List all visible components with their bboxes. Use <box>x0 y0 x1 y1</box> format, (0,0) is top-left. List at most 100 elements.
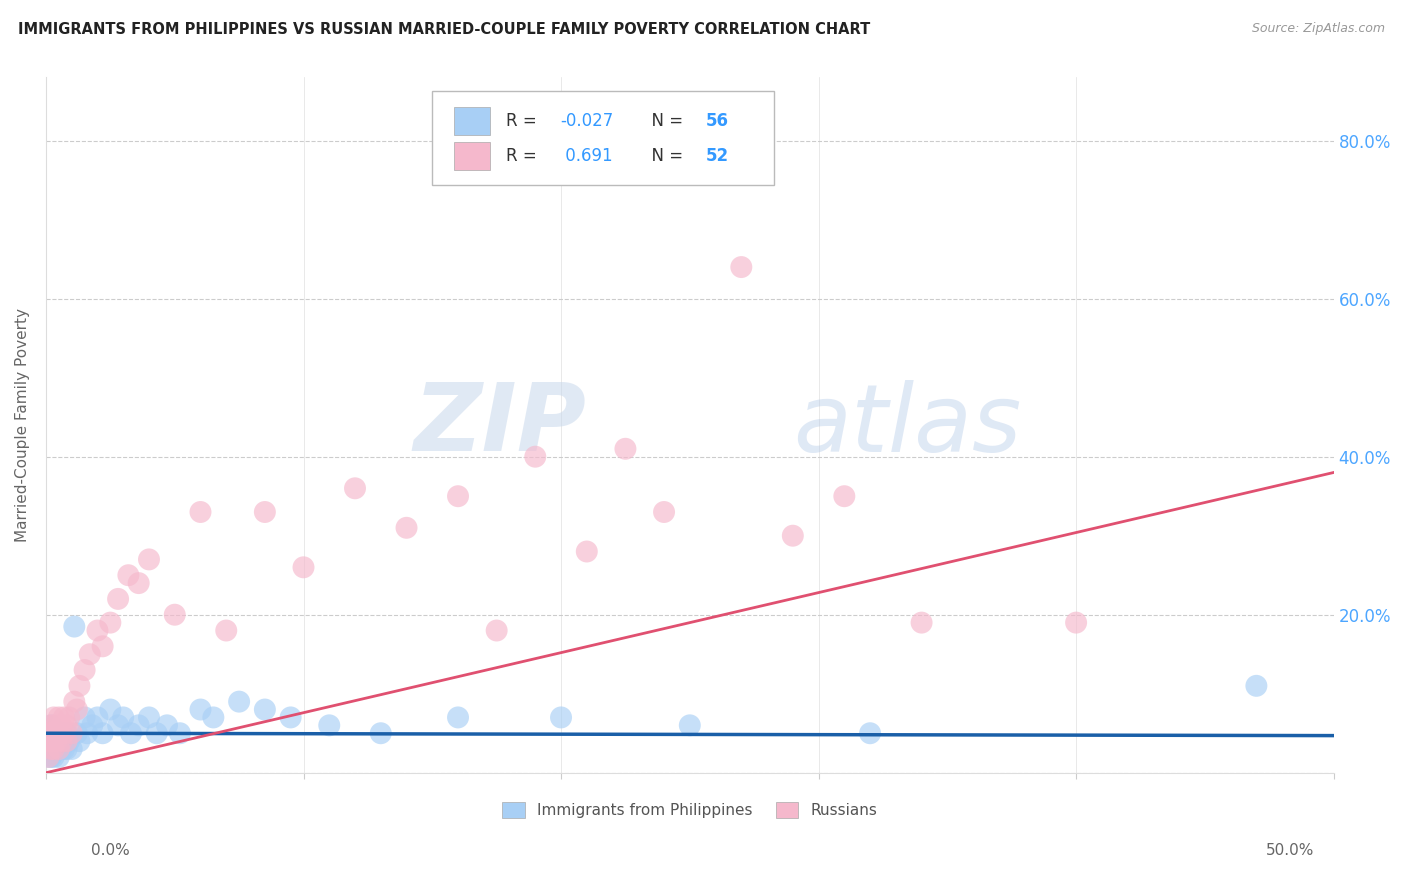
Point <box>550 710 572 724</box>
Point <box>447 710 470 724</box>
Point <box>38 750 60 764</box>
Text: atlas: atlas <box>793 380 1021 471</box>
Point <box>42 726 65 740</box>
Point <box>39 718 62 732</box>
Point <box>53 742 76 756</box>
Point <box>91 726 114 740</box>
Point <box>39 734 62 748</box>
Point <box>163 607 186 622</box>
Point <box>38 726 60 740</box>
Point <box>38 742 60 756</box>
Point <box>45 734 67 748</box>
Point <box>138 710 160 724</box>
Point <box>42 742 65 756</box>
Point <box>53 726 76 740</box>
Point <box>38 750 60 764</box>
Point <box>58 710 80 724</box>
Point <box>55 726 77 740</box>
Text: 50.0%: 50.0% <box>1267 843 1315 858</box>
Point <box>63 695 86 709</box>
Point <box>614 442 637 456</box>
Point <box>48 710 70 724</box>
Point <box>91 640 114 654</box>
Text: 0.0%: 0.0% <box>91 843 131 858</box>
Point <box>55 718 77 732</box>
Point <box>910 615 932 630</box>
Point <box>98 702 121 716</box>
Point <box>73 710 96 724</box>
Point <box>60 726 83 740</box>
Point <box>45 742 67 756</box>
Point <box>79 647 101 661</box>
Point <box>76 726 98 740</box>
Point <box>69 679 91 693</box>
Point <box>48 742 70 756</box>
Point <box>48 726 70 740</box>
Point <box>42 742 65 756</box>
Point <box>190 702 212 716</box>
Point <box>485 624 508 638</box>
Point <box>228 695 250 709</box>
Point <box>253 505 276 519</box>
Point <box>39 734 62 748</box>
Point <box>58 734 80 748</box>
Point <box>42 726 65 740</box>
Point <box>447 489 470 503</box>
Point <box>53 734 76 748</box>
Point <box>1064 615 1087 630</box>
Point <box>120 726 142 740</box>
Point <box>253 702 276 716</box>
Point <box>117 568 139 582</box>
Point <box>51 734 73 748</box>
Point <box>128 718 150 732</box>
Text: 0.691: 0.691 <box>560 147 613 165</box>
Text: -0.027: -0.027 <box>560 112 613 130</box>
Text: N =: N = <box>641 112 689 130</box>
Point <box>782 529 804 543</box>
FancyBboxPatch shape <box>432 91 773 186</box>
Point <box>524 450 547 464</box>
Text: R =: R = <box>506 112 541 130</box>
Point <box>859 726 882 740</box>
Point <box>112 710 135 724</box>
Text: N =: N = <box>641 147 689 165</box>
Point <box>48 726 70 740</box>
Point <box>48 750 70 764</box>
Legend: Immigrants from Philippines, Russians: Immigrants from Philippines, Russians <box>496 796 884 824</box>
Text: ZIP: ZIP <box>413 379 586 471</box>
Point <box>86 710 108 724</box>
Point <box>55 734 77 748</box>
Point <box>395 521 418 535</box>
Point <box>66 726 89 740</box>
Point <box>86 624 108 638</box>
Point <box>48 734 70 748</box>
Point <box>73 663 96 677</box>
Point <box>202 710 225 724</box>
Point <box>60 742 83 756</box>
Point <box>69 734 91 748</box>
Point <box>575 544 598 558</box>
Point <box>370 726 392 740</box>
Point <box>45 718 67 732</box>
Point <box>51 726 73 740</box>
Point <box>138 552 160 566</box>
Point <box>45 734 67 748</box>
Point <box>45 726 67 740</box>
Point <box>48 742 70 756</box>
Point <box>107 718 129 732</box>
Point <box>53 710 76 724</box>
Y-axis label: Married-Couple Family Poverty: Married-Couple Family Poverty <box>15 308 30 542</box>
Point <box>39 718 62 732</box>
Point <box>107 591 129 606</box>
Point <box>292 560 315 574</box>
Point <box>730 260 752 274</box>
Text: IMMIGRANTS FROM PHILIPPINES VS RUSSIAN MARRIED-COUPLE FAMILY POVERTY CORRELATION: IMMIGRANTS FROM PHILIPPINES VS RUSSIAN M… <box>18 22 870 37</box>
Point <box>51 742 73 756</box>
Point <box>38 726 60 740</box>
Point <box>128 576 150 591</box>
Point <box>1246 679 1268 693</box>
Point <box>280 710 302 724</box>
Point <box>145 726 167 740</box>
Point <box>39 750 62 764</box>
Point <box>42 750 65 764</box>
